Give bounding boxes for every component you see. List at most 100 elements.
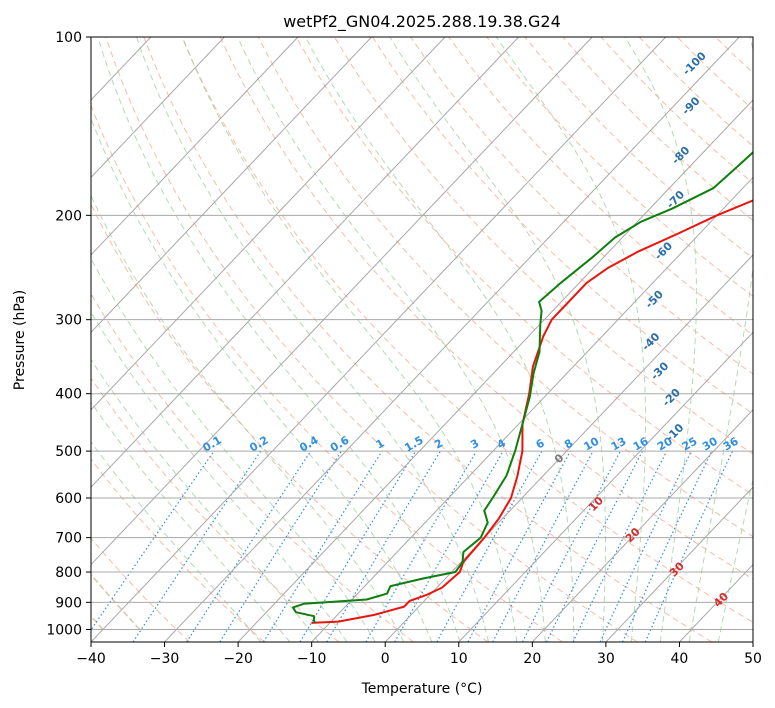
- y-tick-label: 600: [55, 491, 82, 507]
- isotherm: [91, 37, 667, 642]
- y-tick-label: 1000: [46, 622, 82, 638]
- x-tick-label: 40: [671, 651, 689, 667]
- y-tick-label: 500: [55, 444, 82, 460]
- dry-adiabat: [333, 37, 753, 455]
- moist-adiabat: [237, 37, 546, 642]
- isotherm: [531, 408, 753, 642]
- dry-adiabat-label: -30: [648, 359, 671, 382]
- dry-adiabat: [754, 37, 775, 642]
- mixing-ratio-line: [644, 450, 734, 642]
- moist-adiabat-label: 10: [586, 494, 606, 514]
- reference-curve: [91, 573, 141, 630]
- mixing-ratio-line: [186, 450, 312, 642]
- dry-adiabat: [448, 37, 753, 336]
- moist-adiabat: [91, 311, 348, 642]
- y-axis: 100 200 300 400 500 600 700 800 900 1000: [46, 30, 91, 638]
- dry-adiabat: [219, 37, 753, 580]
- moist-adiabat: [304, 37, 575, 642]
- mixing-ratio-line: [436, 450, 543, 642]
- dry-adiabat: [181, 37, 753, 623]
- dewpoint-profile: [292, 151, 753, 624]
- mixing-ratio-label: 6: [534, 436, 547, 451]
- dry-adiabat-label: -80: [669, 144, 692, 167]
- dry-adiabat: [91, 203, 489, 642]
- isotherm: [237, 99, 753, 642]
- mixing-ratio-line: [467, 450, 571, 642]
- temperature-profile: [311, 199, 753, 624]
- x-tick-label: −20: [223, 651, 253, 667]
- dry-adiabat: [105, 37, 638, 642]
- isotherm: [91, 37, 593, 566]
- grid: [91, 37, 775, 642]
- mixing-ratio-line: [599, 450, 692, 642]
- dry-adiabat: [715, 37, 753, 74]
- dry-adiabat: [91, 537, 191, 642]
- dry-adiabat-label: -20: [660, 386, 683, 409]
- isotherm: [91, 37, 225, 179]
- dry-adiabat: [91, 104, 563, 642]
- dry-adiabat: [91, 458, 265, 642]
- y-tick-label: 100: [55, 30, 82, 46]
- moist-adiabat-label: 30: [667, 559, 687, 579]
- y-axis-label: Pressure (hPa): [12, 290, 28, 390]
- dry-adiabat: [372, 37, 753, 415]
- mixing-ratio-label: 3: [468, 437, 481, 452]
- mixing-ratio-line: [299, 450, 417, 642]
- x-tick-label: −40: [76, 651, 106, 667]
- mixing-ratio-line: [132, 450, 262, 642]
- line-labels: -100-90-80-70-60-50-40-30-20-100.1 0.2 0.4…: [201, 49, 741, 610]
- x-tick-label: 50: [744, 651, 762, 667]
- chart-title: wetPf2_GN04.2025.288.19.38.G24: [283, 12, 561, 32]
- mixing-ratio-line: [546, 450, 644, 642]
- mixing-ratio-line: [394, 450, 504, 642]
- mixing-ratio-label: 1: [374, 437, 387, 452]
- moist-adiabat: [389, 37, 606, 642]
- moist-adiabat: [91, 358, 319, 642]
- dry-adiabat: [410, 37, 753, 375]
- isotherm: [752, 641, 753, 642]
- series-layer: [292, 151, 753, 624]
- isotherm: [91, 37, 299, 256]
- dry-adiabat: [562, 37, 753, 222]
- x-tick-label: 30: [597, 651, 615, 667]
- mixing-ratio-line: [91, 450, 215, 631]
- x-axis-label: Temperature (°C): [361, 681, 483, 697]
- x-tick-label: 20: [523, 651, 541, 667]
- moist-adiabat: [181, 37, 518, 642]
- isotherm: [91, 37, 446, 411]
- moist-adiabat: [97, 37, 461, 642]
- x-tick-label: 0: [381, 651, 390, 667]
- dry-adiabat-label: -50: [643, 288, 666, 311]
- x-tick-label: −10: [297, 651, 327, 667]
- x-tick-label: 10: [450, 651, 468, 667]
- moist-adiabat: [624, 37, 697, 642]
- y-tick-label: 300: [55, 313, 82, 329]
- dry-adiabat: [295, 37, 753, 496]
- dry-adiabat: [600, 37, 753, 184]
- y-tick-label: 700: [55, 531, 82, 547]
- moist-adiabat: [688, 37, 753, 642]
- y-tick-label: 800: [55, 565, 82, 581]
- dry-adiabat: [486, 37, 753, 297]
- isotherm: [605, 486, 753, 642]
- dry-adiabat: [91, 292, 414, 642]
- moist-adiabat: [91, 257, 376, 642]
- x-axis: −40 −30 −20 −10 0 10 20 30 40 50: [76, 642, 762, 667]
- isotherm: [91, 37, 372, 334]
- moist-adiabat: [91, 401, 291, 642]
- moist-adiabat: [91, 441, 262, 642]
- dry-adiabat: [257, 37, 753, 538]
- isotherm: [458, 331, 753, 642]
- mixing-ratio-line: [219, 450, 342, 642]
- mixing-ratio-label: 2: [432, 437, 445, 452]
- isotherm: [311, 176, 753, 642]
- isotherm: [164, 37, 740, 642]
- mixing-ratio-label: 4: [495, 436, 508, 451]
- isotherm: [91, 37, 520, 488]
- x-tick-label: −30: [150, 651, 180, 667]
- y-tick-label: 200: [55, 208, 82, 224]
- dry-adiabat: [143, 37, 713, 642]
- y-tick-label: 400: [55, 387, 82, 403]
- moist-adiabat: [717, 477, 753, 642]
